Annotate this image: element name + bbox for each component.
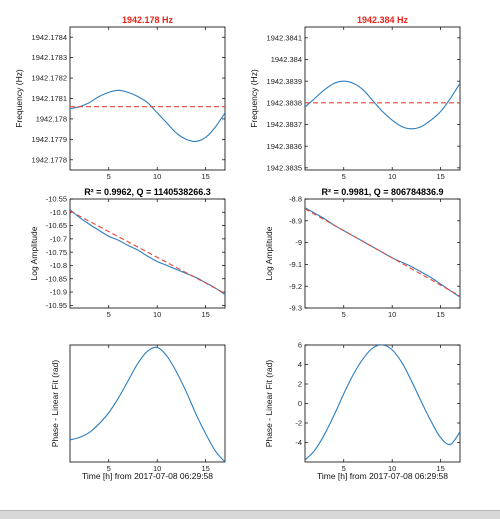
- chart-title: R² = 0.9962, Q = 1140538266.3: [84, 187, 211, 197]
- x-tick-label: 10: [388, 310, 396, 319]
- y-tick-label: 1942.1783: [32, 53, 67, 62]
- x-tick-label: 15: [201, 172, 209, 181]
- y-tick-label: 1942.384: [271, 55, 302, 64]
- y-axis-label: Frequency (Hz): [249, 69, 259, 128]
- chart-phase-left: 5 10 15 Phase - Linear Fit (rad) Time [h] fr…: [50, 344, 226, 481]
- x-tick-label: 15: [201, 310, 209, 319]
- y-tick-label: 1942.3839: [267, 77, 302, 86]
- y-tick-label: 1942.1779: [32, 135, 67, 144]
- fit-line: [70, 210, 225, 294]
- x-tick-label: 5: [342, 310, 346, 319]
- plot-area: [304, 198, 461, 309]
- y-tick-label: -9.3: [289, 304, 302, 313]
- x-tick-label: 5: [342, 464, 346, 473]
- y-tick-label: 1942.3841: [267, 33, 302, 42]
- chart-amp-right: 5 10 15 -8.8 -8.9 -9 -9.1 -9.2 -9.3 R² = 0.9981, …: [264, 187, 461, 319]
- fit-line: [305, 208, 460, 297]
- chart-phase-right: 5 10 15 -4 -2 0 2 4 6 Phase - Linear Fit (rad) Tim…: [264, 341, 461, 481]
- y-tick-label: 2: [298, 380, 302, 389]
- y-tick-label: 6: [298, 341, 302, 350]
- chart-freq-left: 5 10 15 1942.1778 1942.1779 1942.178 1942.1781…: [14, 15, 226, 181]
- y-axis-label: Phase - Linear Fit (rad): [50, 360, 60, 448]
- y-tick-label: -10.8: [50, 261, 67, 270]
- y-tick-label: -9.1: [289, 260, 302, 269]
- chart-title: 1942.178 Hz: [122, 15, 174, 25]
- y-tick-label: -8.8: [289, 195, 302, 204]
- y-tick-label: 1942.1781: [32, 94, 67, 103]
- y-tick-label: 4: [298, 360, 302, 369]
- x-tick-label: 10: [153, 464, 161, 473]
- x-tick-label: 5: [107, 172, 111, 181]
- plot-series-group: [305, 345, 460, 461]
- x-tick-label: 10: [388, 464, 396, 473]
- chart-freq-right: 5 10 15 1942.3835 1942.3836 1942.3837 1942.383…: [249, 15, 461, 181]
- x-tick-label: 10: [153, 310, 161, 319]
- y-tick-label: -4: [295, 438, 302, 447]
- y-tick-label: -10.85: [46, 274, 67, 283]
- y-axis-label: Log Amplitude: [264, 226, 274, 280]
- y-tick-label: -10.7: [50, 234, 67, 243]
- y-tick-label: -8.9: [289, 216, 302, 225]
- plot-area: [69, 344, 226, 463]
- y-axis-label: Log Amplitude: [29, 226, 39, 280]
- data-line: [305, 80, 460, 130]
- x-tick-label: 5: [342, 172, 346, 181]
- y-tick-label: 1942.1784: [32, 33, 67, 42]
- x-tick-label: 15: [436, 310, 444, 319]
- y-tick-label: -9: [295, 238, 302, 247]
- y-tick-label: 0: [298, 399, 302, 408]
- y-tick-label: -2: [295, 419, 302, 428]
- plot-area: [304, 26, 461, 171]
- plot-area: [69, 26, 226, 171]
- data-line: [70, 346, 225, 462]
- y-tick-label: -9.2: [289, 282, 302, 291]
- x-tick-label: 10: [153, 172, 161, 181]
- chart-title: 1942.384 Hz: [357, 15, 409, 25]
- plot-series-group: [70, 346, 225, 462]
- y-tick-label: 1942.3836: [267, 142, 302, 151]
- y-tick-label: 1942.178: [36, 115, 67, 124]
- y-tick-label: -10.75: [46, 248, 67, 257]
- data-line: [70, 89, 225, 143]
- plot-area: [69, 198, 226, 309]
- y-tick-label: 1942.3837: [267, 120, 302, 129]
- x-tick-label: 5: [107, 464, 111, 473]
- y-tick-label: -10.9: [50, 288, 67, 297]
- y-tick-label: 1942.3835: [267, 163, 302, 172]
- x-tick-label: 5: [107, 310, 111, 319]
- y-tick-label: -10.6: [50, 208, 67, 217]
- plot-series-group: [70, 209, 225, 296]
- plot-area: [304, 344, 461, 463]
- y-axis-label: Frequency (Hz): [14, 69, 24, 128]
- bottom-strip: [0, 510, 500, 519]
- x-axis-label: Time [h] from 2017-07-08 06:29:58: [82, 471, 213, 481]
- x-tick-label: 10: [388, 172, 396, 181]
- x-tick-label: 15: [436, 172, 444, 181]
- chart-amp-left: 5 10 15 -10.55 -10.6 -10.65 -10.7 -10.75 -10.8 -1…: [29, 187, 226, 319]
- plot-series-group: [305, 80, 460, 130]
- x-tick-label: 15: [201, 464, 209, 473]
- y-tick-label: 1942.1778: [32, 155, 67, 164]
- y-tick-label: 1942.1782: [32, 74, 67, 83]
- plot-series-group: [305, 207, 460, 298]
- y-tick-label: -10.55: [46, 195, 67, 204]
- y-tick-label: 1942.3838: [267, 98, 302, 107]
- y-axis-label: Phase - Linear Fit (rad): [264, 360, 274, 448]
- data-line: [305, 345, 460, 461]
- chart-title: R² = 0.9981, Q = 806784836.9: [321, 187, 443, 197]
- x-tick-label: 15: [436, 464, 444, 473]
- y-tick-label: -10.95: [46, 301, 67, 310]
- y-tick-label: -10.65: [46, 221, 67, 230]
- plot-series-group: [70, 89, 225, 143]
- x-axis-label: Time [h] from 2017-07-08 06:29:58: [317, 471, 448, 481]
